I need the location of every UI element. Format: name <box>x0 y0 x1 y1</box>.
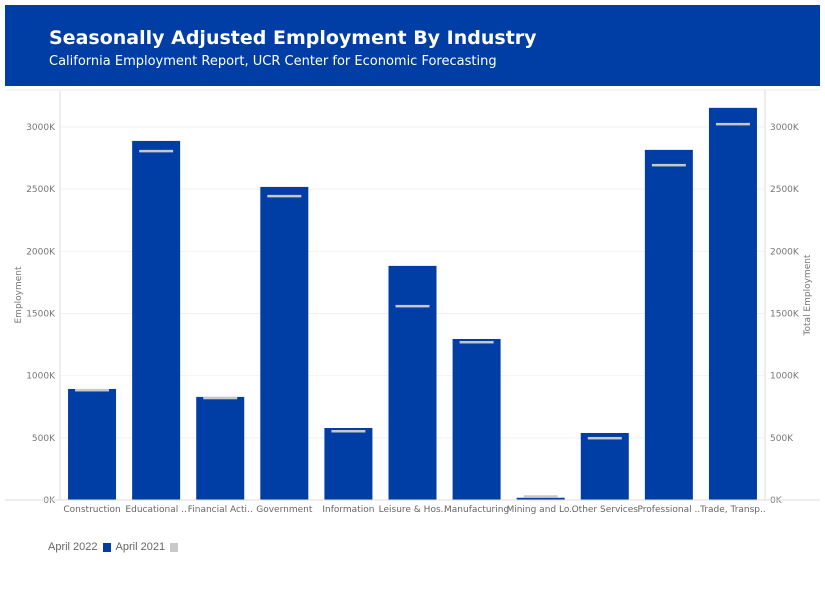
y-tick-label: 2000K <box>26 247 56 257</box>
chart-subtitle: California Employment Report, UCR Center… <box>49 54 497 69</box>
y-tick-label: 2500K <box>26 185 56 195</box>
y-tick-label: 3000K <box>26 123 56 133</box>
x-tick-label: Mining and Lo.. <box>506 505 574 515</box>
bar-april-2022[interactable] <box>324 428 373 500</box>
y-tick-label: 0K <box>43 496 56 506</box>
x-tick-label: Financial Acti.. <box>188 505 253 515</box>
marker-april-2021 <box>267 194 302 198</box>
legend-swatch-april-2021[interactable] <box>170 542 179 552</box>
marker-april-2021 <box>331 429 366 433</box>
bar-april-2022[interactable] <box>196 396 245 500</box>
y-tick-label: 500K <box>32 434 56 444</box>
bar-april-2022[interactable] <box>516 497 565 500</box>
bar-april-2022[interactable] <box>132 140 181 500</box>
bar-april-2022[interactable] <box>644 149 693 501</box>
marker-april-2021 <box>715 122 750 126</box>
y2-tick-label: 2500K <box>770 185 800 195</box>
bar-april-2022[interactable] <box>388 265 437 500</box>
x-tick-label: Other Services <box>572 505 639 515</box>
marker-april-2021 <box>459 340 494 344</box>
y2-tick-label: 0K <box>770 496 783 506</box>
marker-april-2021 <box>587 436 622 440</box>
x-tick-label: Information <box>322 505 374 515</box>
legend-label-april-2022: April 2022 <box>48 541 98 553</box>
x-tick-label: Government <box>256 505 313 515</box>
y2-tick-label: 3000K <box>770 123 800 133</box>
y2-tick-label: 500K <box>770 434 794 444</box>
y-tick-label: 1500K <box>26 310 56 320</box>
bar-april-2022[interactable] <box>580 432 629 500</box>
y-axis-label: Employment <box>14 266 24 324</box>
marker-april-2021 <box>139 149 174 153</box>
bar-april-2022[interactable] <box>452 338 501 500</box>
x-tick-label: Construction <box>63 505 120 515</box>
x-tick-label: Trade, Transp.. <box>699 505 766 515</box>
header-banner: Seasonally Adjusted Employment By Indust… <box>5 5 820 86</box>
legend-label-april-2021: April 2021 <box>115 541 166 553</box>
chart-title: Seasonally Adjusted Employment By Indust… <box>49 27 537 49</box>
y2-tick-label: 2000K <box>770 247 800 257</box>
x-tick-label: Professional .. <box>638 505 701 515</box>
y2-axis-label: Total Employment <box>803 254 813 336</box>
marker-april-2021 <box>651 163 686 167</box>
marker-april-2021 <box>523 495 558 498</box>
marker-april-2021 <box>75 388 110 392</box>
legend-swatch-april-2022[interactable] <box>102 542 111 552</box>
marker-april-2021 <box>203 396 238 400</box>
y2-tick-label: 1500K <box>770 310 800 320</box>
bar-april-2022[interactable] <box>708 107 757 501</box>
x-tick-label: Manufacturing <box>444 505 509 515</box>
marker-april-2021 <box>395 304 430 308</box>
legend: April 2022 April 2021 <box>48 541 179 553</box>
y2-tick-label: 1000K <box>770 372 800 382</box>
y-tick-label: 1000K <box>26 372 56 382</box>
x-tick-label: Leisure & Hos.. <box>379 505 447 515</box>
x-tick-label: Educational .. <box>125 505 186 515</box>
bar-april-2022[interactable] <box>260 186 309 501</box>
bar-april-2022[interactable] <box>68 388 117 500</box>
